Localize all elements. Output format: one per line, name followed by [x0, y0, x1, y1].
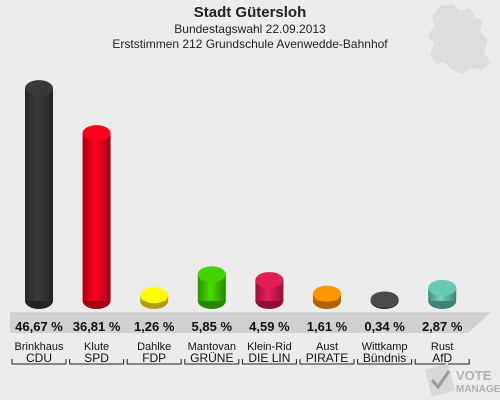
bar-top: [197, 266, 226, 283]
value-label: 36,81 %: [73, 319, 121, 334]
party-label: SPD: [84, 351, 109, 365]
bar-top: [255, 272, 284, 289]
party-label: DIE LIN: [248, 351, 290, 365]
value-label: 46,67 %: [15, 319, 63, 334]
party-underline: [299, 359, 355, 365]
party-label: FDP: [142, 351, 166, 365]
bar-cdu: [25, 80, 53, 309]
chart-title: Stadt Gütersloh: [193, 4, 307, 21]
chart-floor: [10, 313, 490, 333]
party-label: PIRATE: [306, 351, 348, 365]
candidate-label: Klein-Rid: [247, 341, 292, 353]
value-label: 1,61 %: [307, 319, 348, 334]
bar-grüne: [197, 266, 226, 309]
value-label: 5,85 %: [192, 319, 233, 334]
vote-manager-logo: VOTE MANAGER: [424, 363, 500, 397]
bar-die-lin: [255, 272, 284, 309]
germany-map-icon: [428, 4, 490, 74]
value-label: 1,26 %: [134, 319, 175, 334]
party-label: GRÜNE: [190, 351, 233, 365]
watermark-text-manager: MANAGER: [456, 384, 500, 395]
value-label: 4,59 %: [249, 319, 290, 334]
watermark-text-vote: VOTE: [456, 368, 492, 383]
chart-header: Stadt Gütersloh Bundestagswahl 22.09.201…: [0, 4, 500, 52]
chart-subtitle: Bundestagswahl 22.09.2013: [174, 22, 326, 36]
bar-afd: [428, 279, 457, 309]
party-underline: [69, 359, 125, 365]
candidate-label: Klute: [84, 341, 109, 353]
bar-top: [82, 125, 111, 142]
bar-spd: [82, 125, 111, 309]
party-underline: [414, 359, 470, 365]
party-label: CDU: [26, 351, 52, 365]
value-label: 0,34 %: [364, 319, 405, 334]
bar-top: [25, 80, 53, 97]
party-underline: [126, 359, 182, 365]
bar-top: [313, 285, 341, 302]
chart-subtitle-2: Erststimmen 212 Grundschule Avenwedde-Ba…: [112, 37, 388, 51]
bar-top: [428, 279, 457, 296]
candidate-label: Brinkhaus: [15, 341, 64, 353]
candidate-label: Rust: [431, 341, 454, 353]
candidate-label: Aust: [316, 341, 338, 353]
value-label: 2,87 %: [422, 319, 463, 334]
bar-body: [25, 88, 53, 301]
bar-top: [370, 291, 399, 308]
bar-fdp: [140, 287, 169, 309]
candidate-label: Wittkamp: [362, 341, 408, 353]
candidate-label: Mantovan: [188, 341, 236, 353]
bar-pirate: [313, 285, 341, 309]
bar-top: [140, 287, 169, 304]
party-underline: [241, 359, 297, 365]
bar-body: [82, 133, 111, 301]
candidate-label: Dahlke: [137, 341, 171, 353]
party-underline: [184, 359, 240, 365]
bar-bündnis: [370, 291, 399, 309]
party-underline: [11, 359, 67, 365]
party-label: Bündnis: [363, 351, 406, 365]
party-label: AfD: [432, 351, 452, 365]
party-underline: [357, 359, 413, 365]
